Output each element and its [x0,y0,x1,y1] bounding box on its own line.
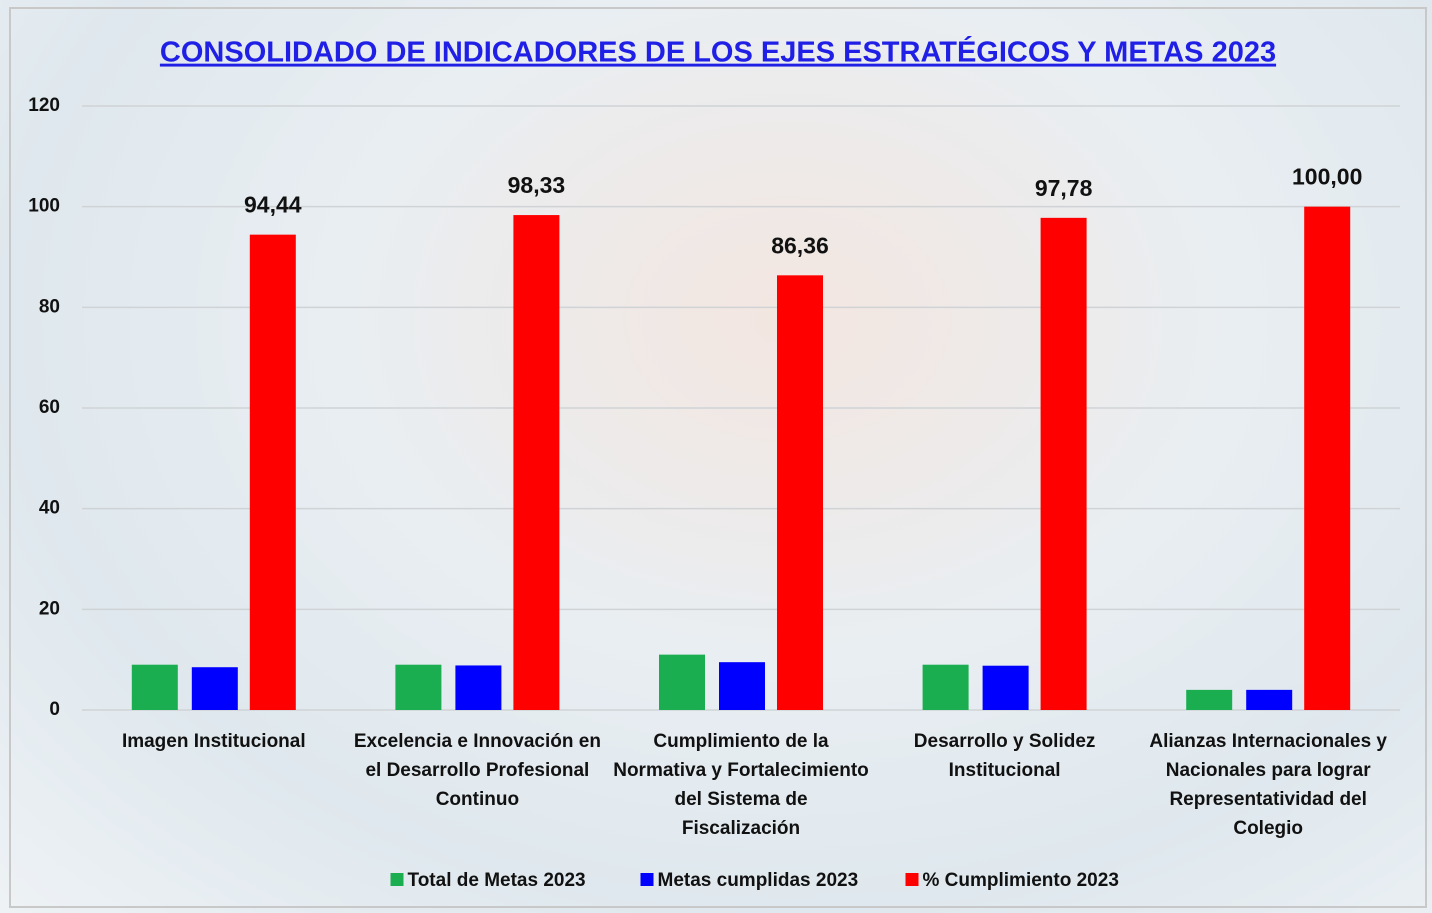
legend-label: Total de Metas 2023 [408,870,586,891]
bar [1246,689,1293,710]
bar [777,275,823,710]
y-tick-label: 80 [39,296,60,317]
bar [513,215,560,710]
frame [9,7,1427,908]
x-tick-label: Alianzas Internacionales y Nacionales pa… [1149,731,1387,839]
legend-swatch [905,873,919,886]
bar [455,665,502,710]
bar [131,664,178,710]
x-tick-label: Cumplimiento de la Normativa y Fortaleci… [613,731,869,839]
value-label: 97,78 [1035,175,1093,201]
bar [249,234,296,711]
y-tick-label: 60 [39,397,60,418]
bar [659,654,705,710]
legend-swatch [640,873,654,886]
bar [719,662,765,710]
y-tick-label: 0 [49,699,60,720]
value-label: 94,44 [244,192,302,218]
x-tick-label: Imagen Institucional [121,731,306,752]
bar [922,664,969,710]
bar [1304,206,1351,710]
y-tick-label: 20 [39,598,60,619]
chart-title: CONSOLIDADO DE INDICADORES DE LOS EJES E… [160,35,1276,69]
legend-label: % Cumplimiento 2023 [923,870,1119,891]
bar [395,664,442,710]
x-tick-label: Desarrollo y Solidez Institucional [913,731,1096,781]
y-tick-label: 100 [28,196,60,217]
bar [191,667,238,710]
legend-label: Metas cumplidas 2023 [658,870,859,891]
bar [1040,217,1087,710]
legend-swatch [390,873,404,886]
bar [1186,689,1233,710]
value-label: 86,36 [771,232,829,258]
y-tick-label: 40 [39,498,60,519]
value-label: 98,33 [508,172,566,198]
x-tick-label: Excelencia e Innovación en el Desarrollo… [353,731,601,810]
value-label: 100,00 [1292,164,1362,190]
y-tick-label: 120 [28,95,60,116]
bar [982,665,1029,710]
